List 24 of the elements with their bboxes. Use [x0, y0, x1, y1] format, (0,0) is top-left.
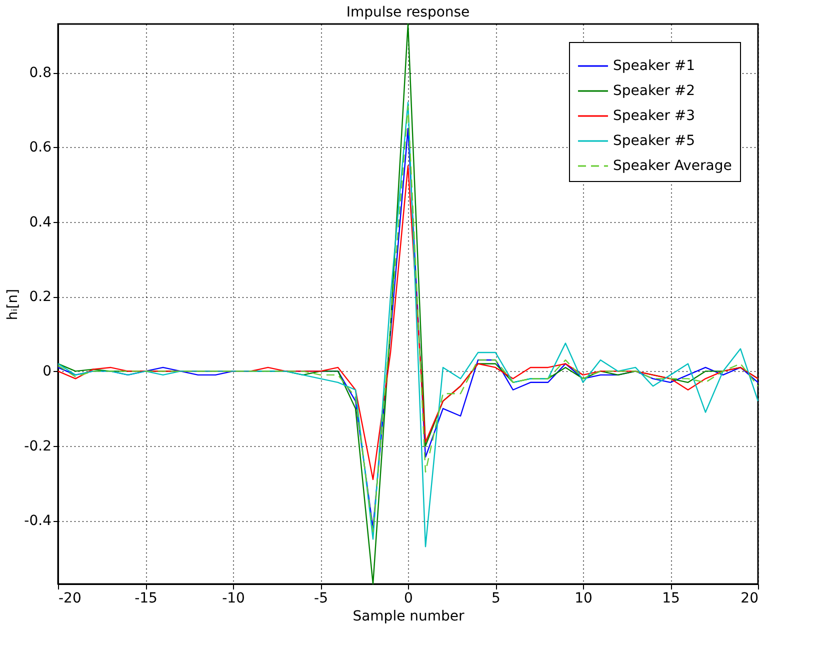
x-tick-label: 10: [574, 590, 592, 606]
x-tick-label: 0: [404, 590, 413, 606]
y-tick-label: 0.8: [29, 65, 52, 82]
y-tick-label: -0.2: [24, 438, 52, 454]
x-tick-label: -5: [314, 590, 328, 606]
x-tick-label: 15: [662, 590, 680, 606]
y-tick-label: -0.4: [24, 513, 52, 530]
x-axis-title: Sample number: [352, 608, 465, 624]
y-tick-label: 0.4: [29, 214, 52, 230]
legend-label: Speaker #3: [613, 108, 696, 124]
chart-title: Impulse response: [346, 4, 470, 20]
y-axis-title: hᵢ[n]: [5, 288, 22, 320]
legend-label: Speaker #2: [613, 83, 696, 99]
y-tick-label: 0.2: [29, 289, 52, 306]
x-tick-label: -10: [222, 590, 245, 606]
x-tick-label: 5: [492, 590, 500, 606]
legend-label: Speaker Average: [613, 158, 732, 174]
x-tick-label: -20: [58, 590, 82, 606]
y-tick-label: 0: [42, 364, 52, 380]
x-tick-label: 20: [740, 590, 758, 606]
legend-label: Speaker #5: [613, 133, 696, 149]
y-tick-label: 0.6: [29, 140, 52, 156]
x-tick-label: -15: [134, 590, 158, 606]
legend-label: Speaker #1: [613, 58, 696, 74]
